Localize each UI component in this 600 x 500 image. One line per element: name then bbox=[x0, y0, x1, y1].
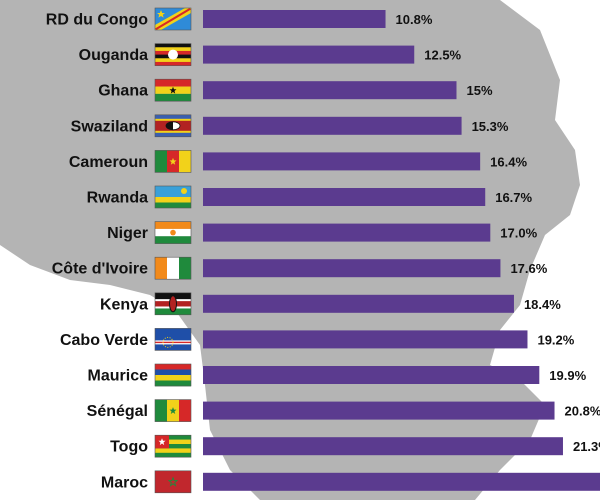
bar-maurice bbox=[203, 366, 540, 384]
bar-cameroun bbox=[203, 152, 481, 171]
kenya-flag-icon bbox=[154, 292, 192, 316]
value-label-ouganda: 12.5% bbox=[424, 48, 461, 63]
bar-rwanda bbox=[203, 188, 486, 206]
rwanda-flag-icon bbox=[154, 185, 192, 209]
value-label-cameroun: 16.4% bbox=[490, 154, 527, 169]
value-label-swaziland: 15.3% bbox=[472, 119, 509, 134]
bar-cabo-verde bbox=[203, 330, 528, 349]
country-label-ghana: Ghana bbox=[98, 83, 148, 100]
bar-maroc bbox=[203, 472, 600, 491]
value-label-kenya: 18.4% bbox=[524, 297, 561, 312]
value-label-maurice: 19.9% bbox=[549, 368, 586, 383]
ghana-flag-icon bbox=[154, 78, 192, 102]
country-label-rwanda: Rwanda bbox=[87, 190, 148, 207]
eswatini-flag-icon bbox=[154, 114, 192, 138]
bar-ghana bbox=[203, 81, 457, 100]
value-label-rd-du-congo: 10.8% bbox=[396, 12, 433, 27]
cabo-verde-flag-icon bbox=[154, 328, 192, 351]
bar-togo bbox=[203, 437, 563, 456]
country-label-swaziland: Swaziland bbox=[71, 118, 148, 135]
country-label-maurice: Maurice bbox=[88, 368, 149, 385]
country-label-senegal: Sénégal bbox=[87, 403, 148, 420]
country-label-ouganda: Ouganda bbox=[79, 47, 148, 64]
mauritius-flag-icon bbox=[154, 363, 192, 387]
senegal-flag-icon bbox=[154, 399, 192, 422]
country-label-niger: Niger bbox=[107, 225, 148, 242]
value-label-rwanda: 16.7% bbox=[495, 190, 532, 205]
country-label-kenya: Kenya bbox=[100, 296, 148, 313]
bar-senegal bbox=[203, 401, 555, 420]
value-label-cabo-verde: 19.2% bbox=[537, 332, 574, 347]
bar-niger bbox=[203, 223, 491, 242]
country-label-togo: Togo bbox=[110, 439, 148, 456]
bar-group: RD du Congo 10.8% Ouganda 12.5% Ghana 15% Swaz… bbox=[46, 7, 600, 494]
country-label-cabo-verde: Cabo Verde bbox=[60, 332, 148, 349]
cameroon-flag-icon bbox=[154, 150, 192, 173]
country-label-cameroun: Cameroun bbox=[69, 154, 148, 171]
africa-map-background bbox=[0, 0, 580, 500]
value-label-niger: 17.0% bbox=[500, 226, 537, 241]
bar-rd-du-congo bbox=[203, 10, 386, 28]
drc-flag-icon bbox=[154, 7, 192, 31]
cote-divoire-flag-icon bbox=[154, 256, 192, 280]
value-label-cote-d-ivoire: 17.6% bbox=[510, 261, 547, 276]
bar-ouganda bbox=[203, 45, 415, 64]
bar-cote-d-ivoire bbox=[203, 259, 501, 278]
uganda-flag-icon bbox=[154, 43, 192, 66]
bar-swaziland bbox=[203, 116, 462, 135]
value-label-togo: 21.3% bbox=[573, 439, 600, 454]
value-label-senegal: 20.8% bbox=[565, 404, 600, 419]
country-label-rd-du-congo: RD du Congo bbox=[46, 12, 148, 29]
country-label-maroc: Maroc bbox=[101, 474, 148, 491]
togo-flag-icon bbox=[154, 434, 192, 458]
bar-kenya bbox=[203, 294, 514, 313]
country-label-cote-d-ivoire: Côte d'Ivoire bbox=[52, 261, 148, 278]
niger-flag-icon bbox=[154, 221, 192, 244]
morocco-flag-icon bbox=[154, 470, 192, 494]
value-label-ghana: 15% bbox=[467, 83, 493, 98]
